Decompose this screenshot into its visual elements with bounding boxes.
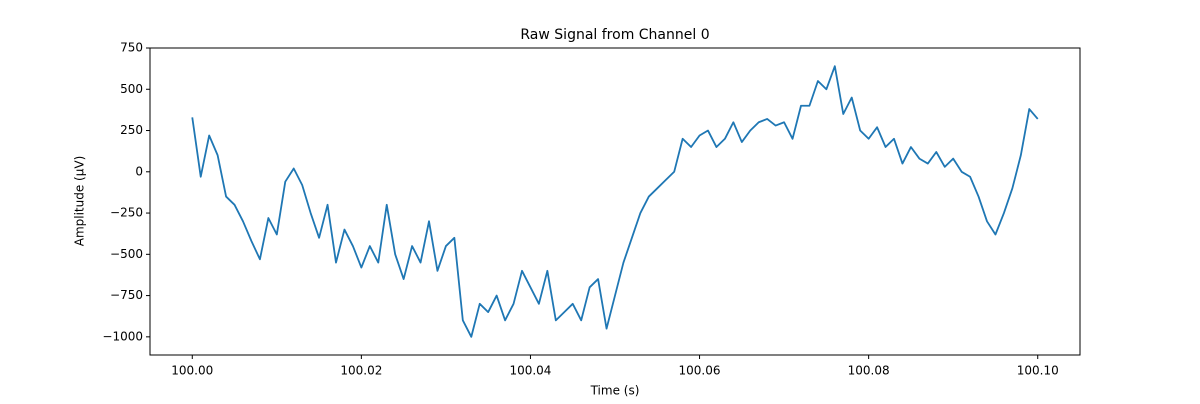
y-tick-label: −500: [110, 247, 143, 261]
y-tick-label: −250: [110, 206, 143, 220]
x-tick-label: 100.06: [679, 364, 721, 378]
x-tick-label: 100.00: [171, 364, 213, 378]
signal-line: [191, 65, 1039, 338]
y-tick-label: 0: [135, 164, 143, 178]
y-tick-label: −1000: [102, 329, 143, 343]
x-tick-label: 100.02: [340, 364, 382, 378]
y-axis-label: Amplitude (µV): [73, 156, 87, 247]
y-tick-label: 750: [120, 41, 143, 55]
x-tick-label: 100.10: [1017, 364, 1059, 378]
x-axis-label: Time (s): [590, 384, 640, 398]
x-tick-label: 100.08: [848, 364, 890, 378]
y-tick-label: 250: [120, 123, 143, 137]
chart-title: Raw Signal from Channel 0: [520, 27, 709, 43]
y-tick-label: 500: [120, 82, 143, 96]
y-tick-label: −750: [110, 288, 143, 302]
x-tick-label: 100.04: [509, 364, 551, 378]
plot-frame: [149, 47, 1081, 356]
